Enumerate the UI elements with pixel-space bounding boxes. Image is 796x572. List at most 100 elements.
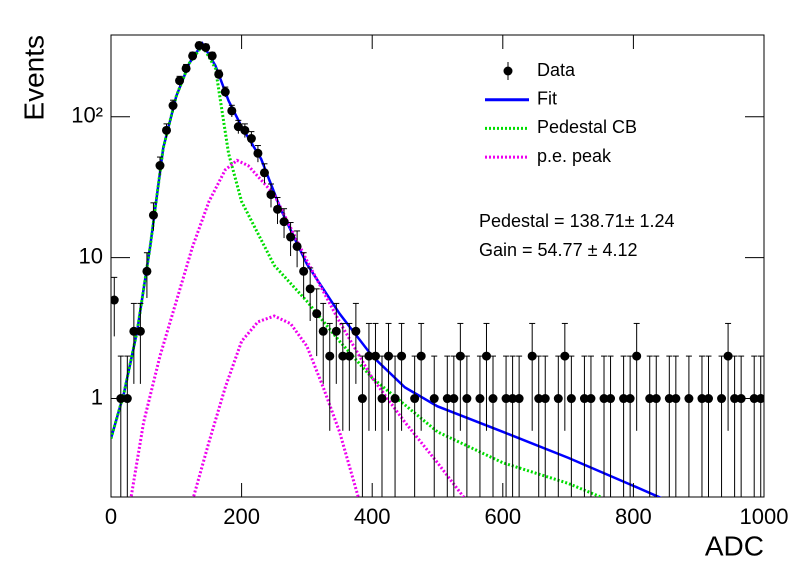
data-point: [579, 394, 589, 404]
data-point: [175, 76, 185, 86]
data-point: [723, 351, 733, 361]
data-point: [475, 394, 485, 404]
data-point: [717, 394, 727, 404]
x-tick-label: 800: [615, 504, 652, 529]
data-point: [384, 351, 394, 361]
data-point: [338, 351, 348, 361]
data-point: [651, 394, 661, 404]
data-point: [664, 394, 674, 404]
data-point: [305, 284, 315, 294]
data-point: [684, 394, 694, 404]
data-point: [703, 394, 713, 404]
legend-swatch: [503, 66, 513, 76]
data-point: [449, 394, 459, 404]
data-point: [534, 394, 544, 404]
data-point: [619, 394, 629, 404]
data-point: [181, 63, 191, 73]
data-point: [527, 351, 537, 361]
data-point: [560, 351, 570, 361]
y-tick-label: 1: [91, 384, 103, 409]
data-point: [148, 210, 158, 220]
data-point: [364, 351, 374, 361]
x-axis-title: ADC: [705, 530, 764, 561]
data-point: [253, 148, 263, 158]
data-point: [625, 394, 635, 404]
data-point: [259, 168, 269, 178]
data-point: [188, 51, 198, 61]
data-point: [312, 309, 322, 319]
annotation: Gain = 54.77 ± 4.12: [479, 240, 638, 260]
data-point: [233, 122, 243, 132]
data-point: [286, 232, 296, 242]
data-point: [299, 266, 309, 276]
data-point: [201, 42, 211, 52]
legend-label: Pedestal CB: [537, 117, 637, 137]
data-point: [632, 351, 642, 361]
data-point: [240, 125, 250, 135]
data-point: [397, 351, 407, 361]
y-tick-label: 10²: [71, 103, 103, 128]
data-point: [606, 394, 616, 404]
data-point: [279, 217, 289, 227]
data-point: [325, 351, 335, 361]
data-point: [220, 87, 230, 97]
data-point: [586, 394, 596, 404]
data-point: [370, 351, 380, 361]
plot-area: [111, 41, 764, 497]
data-point: [429, 394, 439, 404]
data-point: [292, 241, 302, 251]
data-point: [462, 394, 472, 404]
data-point: [357, 394, 367, 404]
y-axis-title: Events: [18, 35, 49, 121]
legend-label: p.e. peak: [537, 146, 612, 166]
fit-curve: [111, 42, 602, 497]
x-tick-label: 600: [484, 504, 521, 529]
legend-label: Fit: [537, 88, 557, 108]
data-point: [416, 351, 426, 361]
data-point: [227, 106, 237, 116]
data-point: [553, 394, 563, 404]
plot-frame: [110, 34, 765, 498]
data-point: [273, 204, 283, 214]
data-point: [645, 394, 655, 404]
data-point: [455, 351, 465, 361]
data-point: [135, 326, 145, 336]
data-point: [671, 394, 681, 404]
data-point: [540, 394, 550, 404]
x-tick-label: 0: [105, 504, 117, 529]
data-point: [736, 394, 746, 404]
data-point: [501, 394, 511, 404]
data-point: [566, 394, 576, 404]
data-point: [318, 326, 328, 336]
annotation: Pedestal = 138.71± 1.24: [479, 211, 675, 231]
data-point: [390, 394, 400, 404]
legend-label: Data: [537, 60, 576, 80]
data-point: [214, 69, 224, 79]
data-point: [168, 101, 178, 111]
x-tick-label: 400: [354, 504, 391, 529]
x-tick-label: 200: [223, 504, 260, 529]
data-point: [488, 394, 498, 404]
data-point: [155, 161, 165, 171]
x-tick-label: 1000: [740, 504, 789, 529]
data-point: [351, 326, 361, 336]
data-point: [410, 394, 420, 404]
data-point: [266, 190, 276, 200]
data-point: [514, 394, 524, 404]
data-point: [344, 351, 354, 361]
data-point: [129, 326, 139, 336]
data-point: [442, 394, 452, 404]
data-point: [730, 394, 740, 404]
data-point: [162, 125, 172, 135]
data-point: [111, 295, 119, 305]
fit-curve: [191, 314, 360, 497]
data-point: [599, 394, 609, 404]
data-point: [246, 134, 256, 144]
data-point: [508, 394, 518, 404]
y-tick-label: 10: [79, 243, 103, 268]
data-point: [142, 266, 152, 276]
data-point: [331, 326, 341, 336]
data-point: [377, 394, 387, 404]
